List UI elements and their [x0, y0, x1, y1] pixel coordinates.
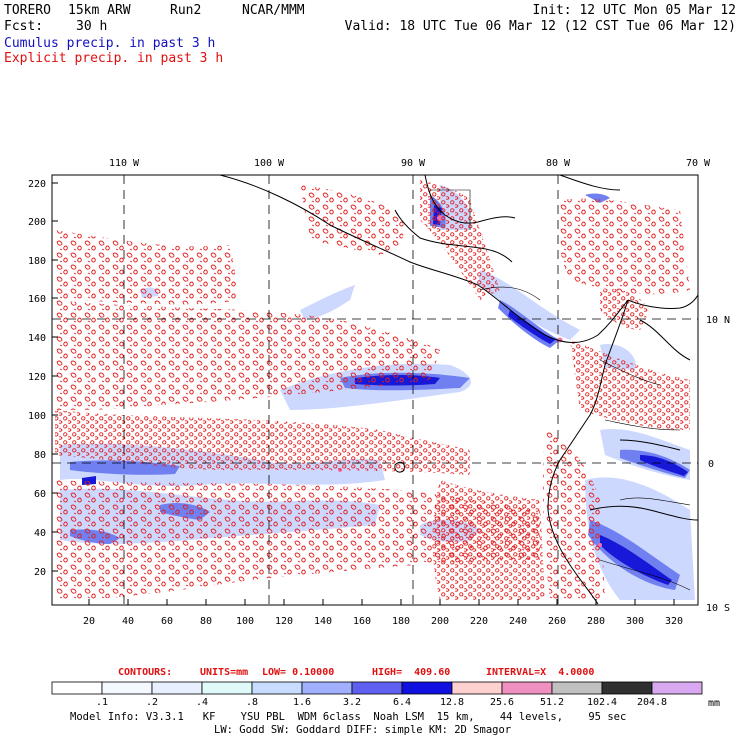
colorbar-level-label: 25.6 [490, 697, 514, 708]
lat-label: 0 [708, 459, 714, 470]
colorbar-level-label: .8 [246, 697, 258, 708]
bottom-label: 60 [161, 616, 173, 627]
model-info: Model Info: V3.3.1 KF YSU PBL WDM 6class… [70, 711, 627, 723]
header-model: TORERO [4, 3, 51, 18]
bottom-label: 200 [431, 616, 449, 627]
colorbar-level-label: 204.8 [637, 697, 667, 708]
bottom-label: 260 [548, 616, 566, 627]
left-label: 140 [28, 333, 46, 344]
colorbar-swatch [501, 681, 553, 695]
bottom-label: 320 [665, 616, 683, 627]
explicit-contours [55, 180, 690, 600]
header-valid: Valid: 18 UTC Tue 06 Mar 12 (12 CST Tue … [344, 19, 736, 34]
bottom-label: 100 [236, 616, 254, 627]
left-label: 100 [28, 411, 46, 422]
borders [430, 189, 691, 591]
bottom-ticks [88, 599, 675, 605]
colorbar: .1 .2 .4 .8 1.6 3.2 6.4 12.8 25.6 51.2 102.4 204.8 [51, 681, 703, 708]
bottom-label: 40 [122, 616, 134, 627]
colorbar-swatch [51, 681, 103, 695]
colorbar-swatch [351, 681, 403, 695]
left-label: 20 [34, 567, 46, 578]
colorbar-level-label: .4 [196, 697, 208, 708]
header-resolution: 15km ARW [68, 3, 131, 18]
bottom-label: 120 [275, 616, 293, 627]
left-axis-labels: 220 200 180 160 140 120 100 80 60 40 20 [28, 179, 46, 578]
colorbar-level-label: 102.4 [587, 697, 617, 708]
lat-label: 10 N [706, 315, 730, 326]
colorbar-level-label: 51.2 [540, 697, 564, 708]
bottom-label: 140 [314, 616, 332, 627]
coastlines [219, 175, 698, 605]
header-init: Init: 12 UTC Mon 05 Mar 12 [532, 3, 737, 18]
left-label: 180 [28, 256, 46, 267]
legend-explicit: Explicit precip. in past 3 h [4, 51, 224, 66]
colorbar-swatch [401, 681, 453, 695]
colorbar-level-label: 12.8 [440, 697, 464, 708]
top-lon-labels: 110 W 100 W 90 W 80 W 70 W [109, 158, 711, 169]
colorbar-level-label: .1 [96, 697, 108, 708]
bottom-label: 240 [509, 616, 527, 627]
colorbar-swatch [301, 681, 353, 695]
colorbar-level-label: 3.2 [343, 697, 361, 708]
bottom-label: 180 [392, 616, 410, 627]
left-label: 200 [28, 217, 46, 228]
lon-label: 80 W [546, 158, 571, 169]
bottom-label: 300 [626, 616, 644, 627]
bottom-label: 220 [470, 616, 488, 627]
colorbar-level-label: 1.6 [293, 697, 311, 708]
lon-label: 90 W [401, 158, 426, 169]
bottom-axis-labels: 20 40 60 80 100 120 140 160 180 200 220 … [83, 616, 683, 627]
left-label: 40 [34, 528, 46, 539]
precip-layer [52, 175, 698, 605]
colorbar-swatch [601, 681, 653, 695]
colorbar-swatch [101, 681, 153, 695]
contour-label: CONTOURS: [118, 667, 173, 678]
bottom-label: 80 [200, 616, 212, 627]
physics-info: LW: Godd SW: Goddard DIFF: simple KM: 2D… [214, 724, 512, 736]
left-label: 220 [28, 179, 46, 190]
left-label: 160 [28, 294, 46, 305]
left-label: 80 [34, 450, 46, 461]
header-run: Run2 [170, 3, 202, 18]
colorbar-swatch [201, 681, 253, 695]
colorbar-swatch [551, 681, 603, 695]
lon-label: 110 W [109, 158, 140, 169]
legend-cumulus: Cumulus precip. in past 3 h [4, 36, 216, 51]
left-ticks [52, 182, 58, 572]
lat-label: 10 S [706, 603, 730, 614]
lon-label: 100 W [254, 158, 285, 169]
contour-low: LOW= 0.10000 [262, 667, 335, 678]
left-label: 60 [34, 489, 46, 500]
bottom-label: 20 [83, 616, 95, 627]
right-lat-labels: 10 N 0 10 S [706, 315, 730, 614]
bottom-label: 160 [353, 616, 371, 627]
colorbar-unit: mm [708, 698, 720, 709]
colorbar-level-label: 6.4 [393, 697, 411, 708]
colorbar-swatch [251, 681, 303, 695]
colorbar-swatch [451, 681, 503, 695]
header-fcst-value: 30 h [76, 19, 108, 34]
header-fcst-label: Fcst: [4, 19, 44, 34]
contour-high: HIGH= 409.60 [372, 667, 451, 678]
contour-interval: INTERVAL=X 4.0000 [486, 667, 595, 678]
colorbar-level-label: .2 [146, 697, 158, 708]
contour-units: UNITS=mm [200, 667, 249, 678]
bottom-label: 280 [587, 616, 605, 627]
header-org: NCAR/MMM [242, 3, 305, 18]
colorbar-swatch [651, 681, 703, 695]
lon-label: 70 W [686, 158, 711, 169]
left-label: 120 [28, 372, 46, 383]
colorbar-swatch [151, 681, 203, 695]
graticule [52, 175, 698, 605]
